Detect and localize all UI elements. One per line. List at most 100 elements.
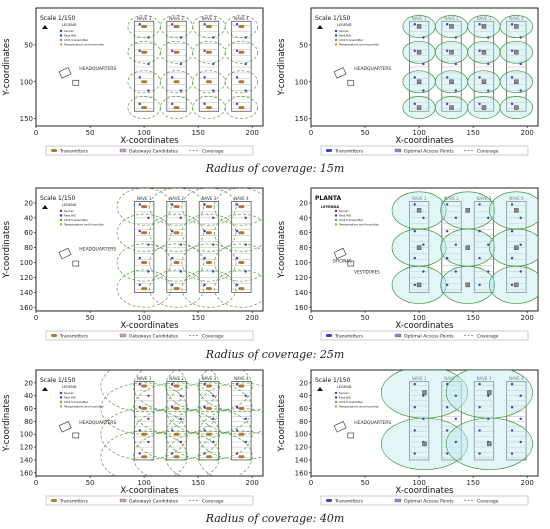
transmitter-dot xyxy=(422,270,425,273)
transmitter-dot xyxy=(510,382,514,386)
plot-left-row1: NAVE 1 NAVE 2 NAVE 3 NAVE 4 HEADQUARTERS Scal… xyxy=(2,7,264,156)
transmitter-dot xyxy=(171,452,174,455)
transmitter-dot xyxy=(235,452,239,455)
access-point-marker xyxy=(416,50,422,55)
transmitter-dot xyxy=(413,76,416,79)
legend-item-dot xyxy=(59,400,63,404)
transmitter-dot xyxy=(478,23,481,26)
bottom-legend-label: Coverage xyxy=(202,499,224,505)
legend-item-dot xyxy=(334,400,338,404)
transmitter-dot xyxy=(413,429,416,432)
bottom-legend-box xyxy=(320,145,529,156)
y-axis-label: Y-coordinates xyxy=(2,38,12,97)
transmitter-dot xyxy=(179,89,183,92)
transmitter-dot xyxy=(478,382,481,386)
x-tick-label: 200 xyxy=(246,479,259,487)
x-tick-label: 0 xyxy=(34,479,38,487)
transmitter-dot xyxy=(203,102,206,106)
coverage-circle xyxy=(116,243,172,282)
transmitter-dot xyxy=(244,216,247,220)
gateway-candidate-marker xyxy=(173,455,180,459)
legend-item-dot xyxy=(334,391,338,395)
nave-block xyxy=(133,20,155,112)
headquarters-building xyxy=(58,421,80,439)
panel-optimal-access-points-40m: NAVE 1 NAVE 2 NAVE 3 NAVE 4 HEADQUARTERS Scal… xyxy=(275,362,550,510)
legend-item-dot xyxy=(334,214,338,217)
gateway-candidate-marker xyxy=(205,231,212,235)
transmitter-dot xyxy=(138,102,141,106)
bottom-legend-label: Transmitters xyxy=(59,149,89,155)
legend-item-label: Fast.HiE xyxy=(64,396,76,400)
x-tick-label: 50 xyxy=(86,129,95,137)
y-tick-label: 40 xyxy=(299,392,308,400)
y-axis-label: Y-coordinates xyxy=(277,220,287,279)
gateway-candidate-marker xyxy=(205,106,212,110)
transmitter-dot xyxy=(138,49,141,52)
nave-block xyxy=(408,381,430,461)
transmitter-dot xyxy=(171,230,174,233)
headquarters-annex xyxy=(72,79,80,86)
north-arrow-icon xyxy=(42,205,48,209)
y-tick-label: 20 xyxy=(299,199,308,207)
transmitter-dot xyxy=(478,406,481,409)
x-tick-label: 50 xyxy=(361,314,370,322)
coverage-circle xyxy=(224,70,258,94)
gateway-candidate-marker xyxy=(205,205,212,209)
transmitter-dot xyxy=(510,256,514,260)
transmitter-dot xyxy=(446,203,449,206)
bottom-legend-label: Optimal Access Points xyxy=(404,149,454,155)
x-tick-label: 150 xyxy=(466,129,479,137)
legend-item-label: Server xyxy=(64,29,75,33)
headquarters-annex xyxy=(347,79,355,86)
nave-label: NAVE 4 xyxy=(234,376,249,381)
coverage-circle xyxy=(224,15,258,38)
x-tick-label: 200 xyxy=(246,314,259,322)
legend-item-label: Fast.HiE xyxy=(339,214,351,218)
transmitter-dot xyxy=(487,216,490,220)
transmitter-dot xyxy=(171,203,174,206)
legend-item-label: Server xyxy=(339,29,350,33)
y-tick-label: 100 xyxy=(20,431,33,439)
bottom-legend-marker xyxy=(119,333,127,338)
legend-item-label: CO2 transmitter xyxy=(339,400,364,404)
transmitter-dot xyxy=(171,23,174,26)
plot-content: NAVE 1 NAVE 2 NAVE 3 NAVE 4 HEADQUARTERS Scal… xyxy=(40,370,263,476)
nave-block xyxy=(441,381,462,461)
legend-item-dot xyxy=(59,223,63,226)
caption-radius-25m: Radius of coverage: 25m xyxy=(205,348,345,361)
transmitter-dot xyxy=(171,256,174,260)
coverage-circle xyxy=(181,188,237,226)
transmitter-dot xyxy=(179,62,183,66)
y-tick-label: 20 xyxy=(24,379,33,387)
transmitter-dot xyxy=(487,270,490,273)
bottom-legend-marker xyxy=(119,148,127,153)
nave-block xyxy=(166,20,187,112)
x-tick-label: 0 xyxy=(34,129,38,137)
headquarters-annex xyxy=(72,260,80,267)
headquarters-shape xyxy=(58,247,72,260)
gateway-candidate-marker xyxy=(173,261,180,265)
transmitter-dot xyxy=(138,203,141,206)
gateway-candidate-marker xyxy=(173,287,180,291)
transmitter-dot xyxy=(413,203,416,206)
transmitter-dot xyxy=(212,89,215,92)
gateway-candidate-marker xyxy=(205,24,212,28)
coverage-circle xyxy=(116,188,172,226)
transmitter-dot xyxy=(138,406,141,409)
transmitter-dot xyxy=(244,243,247,246)
access-point-marker xyxy=(449,24,454,29)
transmitter-dot xyxy=(454,417,458,421)
legend-item-dot xyxy=(59,43,63,46)
headquarters-shape xyxy=(58,421,72,433)
transmitter-dot xyxy=(487,243,490,246)
transmitter-dot xyxy=(203,76,206,79)
transmitter-dot xyxy=(413,256,416,260)
oficinas-label: OFICINAS xyxy=(333,259,352,264)
y-tick-label: 80 xyxy=(299,418,308,426)
x-tick-label: 100 xyxy=(137,479,150,487)
transmitter-dot xyxy=(179,417,183,421)
plot-right-row2: NAVE 1 NAVE 2 NAVE 3 NAVE 4 OFICINAS VESTIDOR… xyxy=(277,187,539,341)
transmitter-dot xyxy=(235,283,239,287)
y-tick-label: 20 xyxy=(299,379,308,387)
transmitter-dot xyxy=(138,283,141,287)
